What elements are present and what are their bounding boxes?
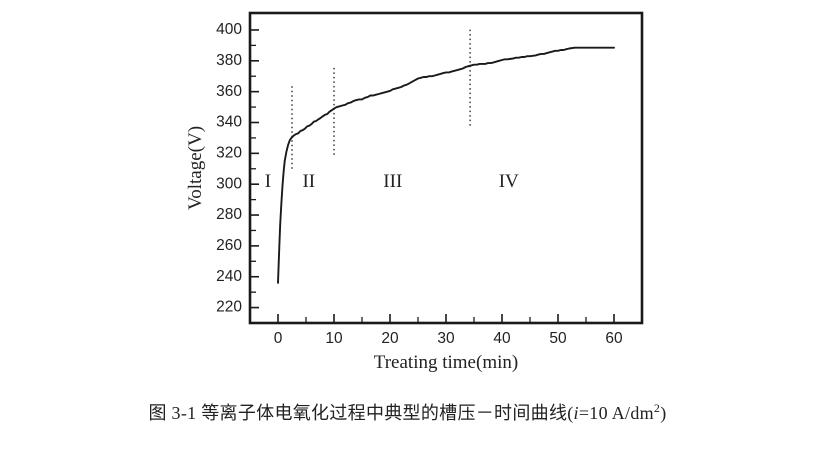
y-tick-label: 360 (216, 83, 242, 100)
x-tick-label: 50 (549, 330, 567, 347)
y-tick-label: 260 (216, 237, 242, 254)
y-tick-label: 340 (216, 114, 242, 131)
caption-value: =10 A/dm (578, 403, 654, 423)
voltage-time-chart: 220 240 260 280 300 320 340 360 380 400 0 10 20 30 40 5… (185, 11, 644, 373)
x-tick-label: 0 (274, 330, 283, 347)
caption-superscript: 2 (653, 401, 661, 415)
y-tick-label: 320 (216, 144, 242, 161)
x-tick-label: 60 (605, 330, 623, 347)
x-tick-label: 40 (493, 330, 511, 347)
stage-label-I: I (265, 171, 271, 192)
figure-caption: 图 3-1 等离子体电氧化过程中典型的槽压－时间曲线(i=10 A/dm2) (0, 399, 815, 425)
x-tick-label: 10 (325, 330, 343, 347)
x-tick-label: 20 (381, 330, 399, 347)
y-tick-label: 400 (216, 21, 242, 38)
y-tick-label: 300 (216, 175, 242, 192)
y-tick-label: 280 (216, 206, 242, 223)
voltage-curve (277, 46, 615, 284)
caption-text: 图 3-1 等离子体电氧化过程中典型的槽压－时间曲线( (148, 403, 574, 423)
x-axis-title: Treating time(min) (374, 352, 518, 373)
y-tick-label: 380 (216, 52, 242, 69)
plot-box (248, 11, 644, 325)
y-axis-title: Voltage(V) (185, 126, 206, 210)
caption-close-paren: ) (660, 403, 667, 423)
stage-label-III: III (383, 171, 402, 192)
stage-label-II: II (302, 171, 315, 192)
x-tick-label: 30 (437, 330, 455, 347)
y-tick-label: 240 (216, 268, 242, 285)
caption-current-symbol: i (573, 403, 579, 423)
stage-label-IV: IV (499, 171, 519, 192)
y-tick-label: 220 (216, 299, 242, 316)
